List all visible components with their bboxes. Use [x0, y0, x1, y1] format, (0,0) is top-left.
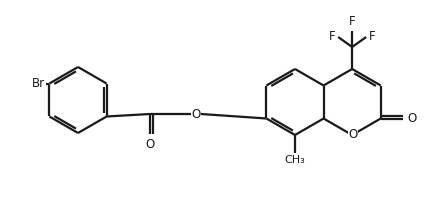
Text: O: O — [349, 128, 358, 141]
Text: CH₃: CH₃ — [285, 155, 305, 165]
Text: F: F — [328, 29, 335, 43]
Text: O: O — [408, 112, 417, 125]
Text: O: O — [191, 107, 201, 121]
Text: F: F — [349, 15, 356, 28]
Text: Br: Br — [32, 77, 46, 90]
Text: O: O — [145, 138, 155, 151]
Text: F: F — [369, 29, 376, 43]
